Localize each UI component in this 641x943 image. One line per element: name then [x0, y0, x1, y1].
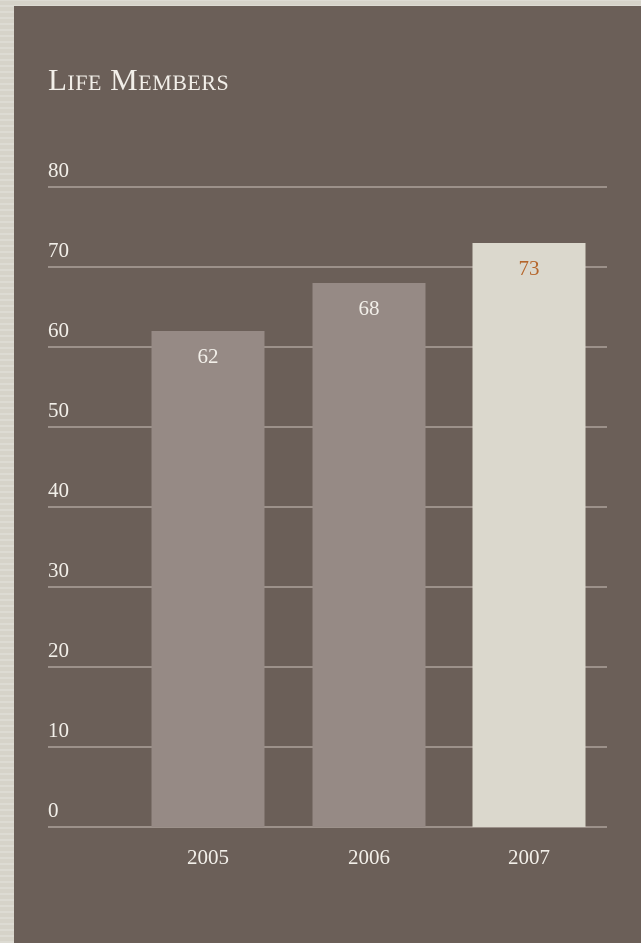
- bar-value-label: 73: [519, 256, 540, 280]
- y-axis-ticks: 0 10 20 30 40 50 60 70 80: [48, 158, 69, 822]
- chart-panel: Life Members 0 10 20 30 40 50 60 70 80 62 68 73 20…: [14, 6, 641, 943]
- y-tick-label: 20: [48, 638, 69, 662]
- x-tick-label: 2006: [348, 845, 390, 869]
- bars: 62 68 73: [151, 243, 586, 827]
- bar-2007: [472, 243, 586, 827]
- bar-value-label: 62: [198, 344, 219, 368]
- y-tick-label: 40: [48, 478, 69, 502]
- y-tick-label: 0: [48, 798, 59, 822]
- chart-title: Life Members: [48, 62, 229, 97]
- bar-value-label: 68: [359, 296, 380, 320]
- bar-chart: Life Members 0 10 20 30 40 50 60 70 80 62 68 73 20…: [48, 62, 607, 869]
- y-tick-label: 30: [48, 558, 69, 582]
- y-tick-label: 50: [48, 398, 69, 422]
- x-tick-label: 2007: [508, 845, 550, 869]
- y-tick-label: 80: [48, 158, 69, 182]
- x-tick-label: 2005: [187, 845, 229, 869]
- y-tick-label: 10: [48, 718, 69, 742]
- y-tick-label: 60: [48, 318, 69, 342]
- bar-2006: [312, 283, 426, 827]
- y-tick-label: 70: [48, 238, 69, 262]
- x-axis-ticks: 2005 2006 2007: [187, 845, 550, 869]
- bar-2005: [151, 331, 265, 827]
